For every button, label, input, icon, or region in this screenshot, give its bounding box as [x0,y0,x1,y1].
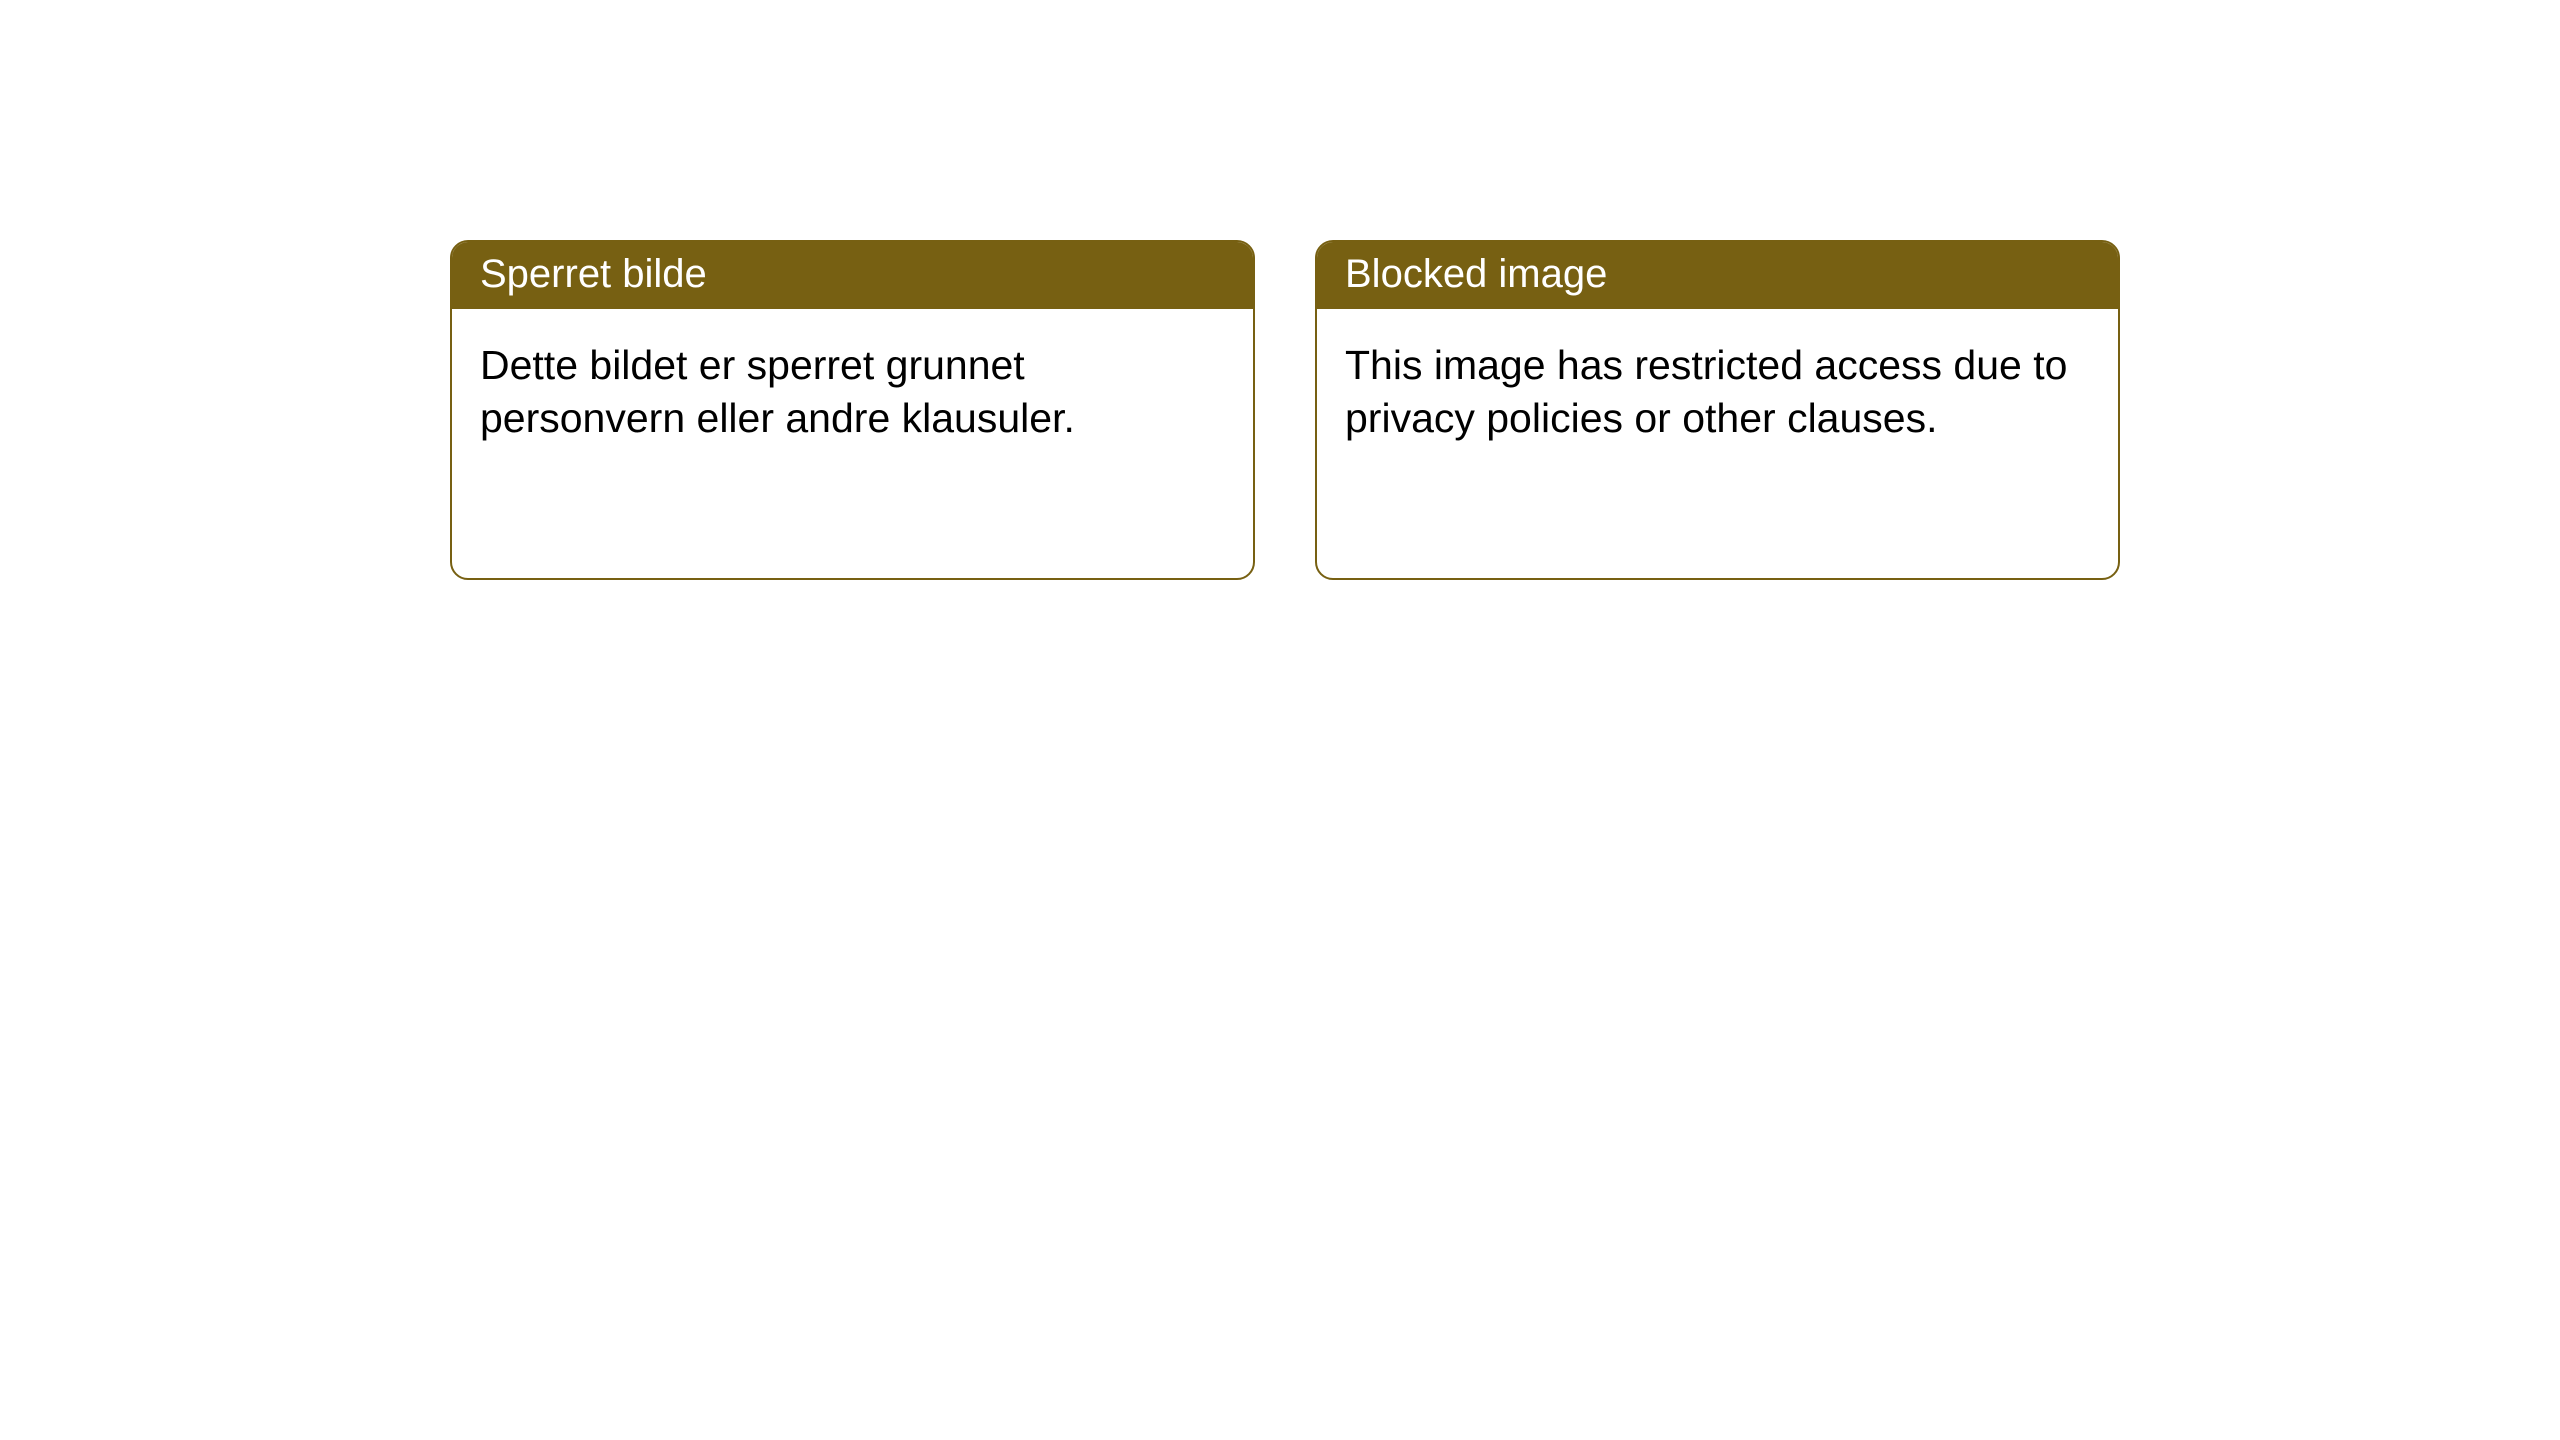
notice-body: Dette bildet er sperret grunnet personve… [452,309,1253,476]
notice-card-english: Blocked image This image has restricted … [1315,240,2120,580]
notice-container: Sperret bilde Dette bildet er sperret gr… [0,0,2560,580]
notice-body-text: This image has restricted access due to … [1345,342,2067,441]
notice-body: This image has restricted access due to … [1317,309,2118,476]
notice-card-norwegian: Sperret bilde Dette bildet er sperret gr… [450,240,1255,580]
notice-header: Sperret bilde [452,242,1253,309]
notice-header: Blocked image [1317,242,2118,309]
notice-body-text: Dette bildet er sperret grunnet personve… [480,342,1075,441]
notice-title: Blocked image [1345,252,1607,296]
notice-title: Sperret bilde [480,252,707,296]
